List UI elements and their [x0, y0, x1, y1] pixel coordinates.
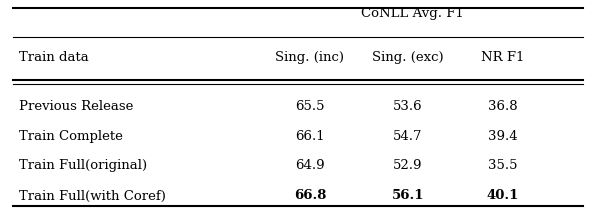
Text: 66.1: 66.1 — [295, 130, 325, 143]
Text: 56.1: 56.1 — [392, 190, 424, 202]
Text: Previous Release: Previous Release — [19, 99, 134, 113]
Text: 52.9: 52.9 — [393, 159, 423, 172]
Text: 36.8: 36.8 — [488, 99, 517, 113]
Text: 66.8: 66.8 — [294, 190, 326, 202]
Text: 54.7: 54.7 — [393, 130, 423, 143]
Text: 39.4: 39.4 — [488, 130, 517, 143]
Text: Train Full(original): Train Full(original) — [19, 159, 147, 172]
Text: CoNLL Avg. F1: CoNLL Avg. F1 — [361, 7, 464, 20]
Text: Sing. (exc): Sing. (exc) — [372, 51, 443, 64]
Text: Train data: Train data — [19, 51, 89, 64]
Text: Train Full(with Coref): Train Full(with Coref) — [19, 190, 166, 202]
Text: 40.1: 40.1 — [486, 190, 519, 202]
Text: Train Complete: Train Complete — [19, 130, 123, 143]
Text: NR F1: NR F1 — [481, 51, 524, 64]
Text: 65.5: 65.5 — [295, 99, 325, 113]
Text: 35.5: 35.5 — [488, 159, 517, 172]
Text: 53.6: 53.6 — [393, 99, 423, 113]
Text: 64.9: 64.9 — [295, 159, 325, 172]
Text: Sing. (inc): Sing. (inc) — [275, 51, 344, 64]
